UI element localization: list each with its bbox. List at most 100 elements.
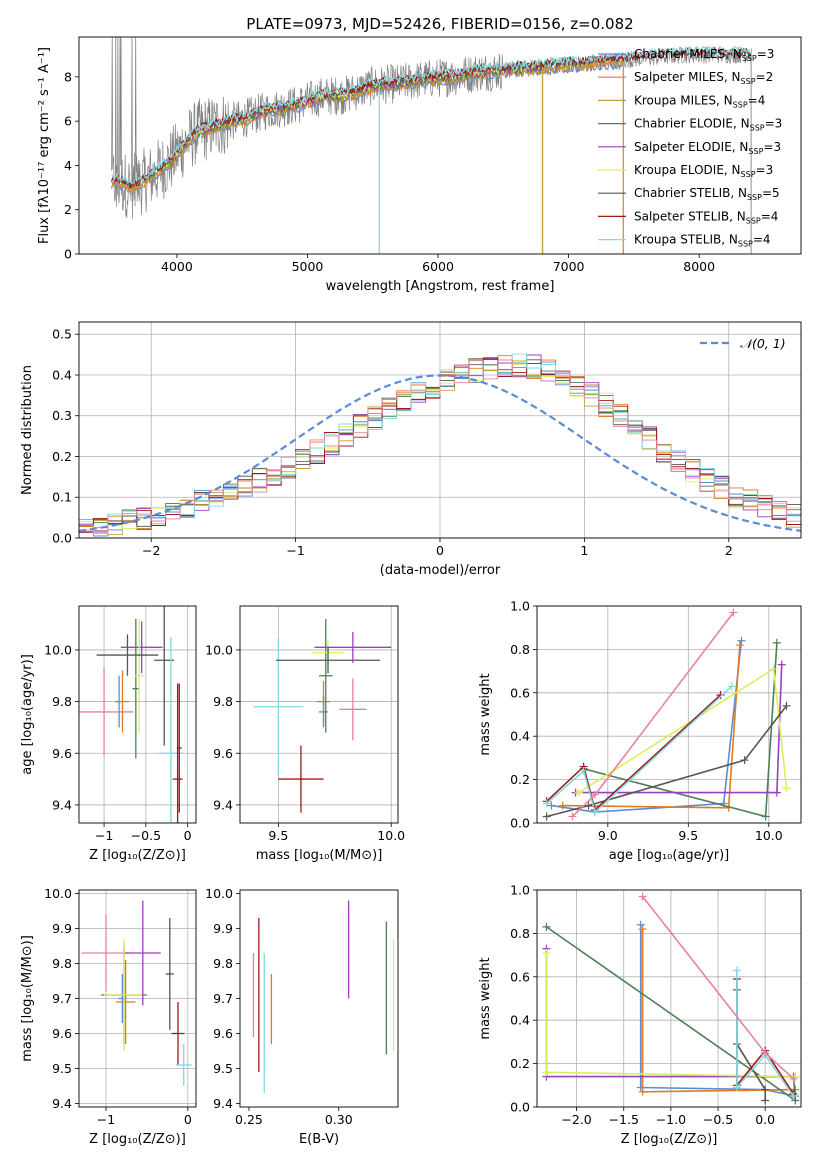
series-line [736,989,767,1101]
series-line [562,645,741,809]
z-weight-ytick-label: 0.6 [510,969,530,984]
legend-entry: Salpeter MILES, NSSP=2 [634,70,773,86]
age-weight-xtick-label: 10.0 [755,828,783,843]
z-age-ytick-label: 10.0 [44,642,72,657]
residuals-grid [79,322,801,539]
series-line [639,924,796,1097]
z-mass-plot-area [81,900,192,1086]
series-marker [590,790,599,799]
series-marker [638,925,647,934]
age-weight-series [542,701,791,821]
z-mass-ytick-label: 9.9 [52,921,72,936]
z-weight-xtick-label: −1.5 [609,1112,639,1127]
z-mass-xlabel: Z [log₁₀(Z/Z⊙)] [89,1132,186,1147]
spectrum-xtick-label: 6000 [422,259,454,274]
spectrum-plot-area [111,37,752,254]
z-mass-xtick-label: 0 [184,1112,192,1127]
series-marker [729,608,738,617]
z-age-axes: −1 −0.5 0 9.4 9.6 9.8 10.0 Z [log₁₀(Z/Z⊙)] age [… [20,605,197,863]
series-line [546,694,722,812]
z-mass-ytick-label: 9.8 [52,956,72,971]
mass-age-xlabel: mass [log₁₀(M/M⊙)] [256,848,383,863]
age-weight-ytick-label: 0.0 [510,816,530,831]
mass-age-ytick-label: 10.0 [205,642,233,657]
residuals-ytick-label: 0.2 [52,449,72,464]
series-marker [789,1074,798,1083]
z-mass-ylabel: mass [log₁₀(M/M⊙)] [20,935,35,1062]
z-mass-grid [79,890,196,1107]
residuals-xlabel: (data-model)/error [380,563,501,578]
z-age-ytick-label: 9.6 [52,746,72,761]
z-age-errorbar [79,668,134,756]
series-marker [761,1096,770,1105]
z-age-errorbar [172,683,183,823]
series-marker [740,756,749,765]
series-marker [761,1048,770,1057]
mass-age-xtick-label: 10.0 [377,828,405,843]
age-weight-frame [536,605,802,824]
spectrum-xlabel: wavelength [Angstrom, rest frame] [326,279,555,294]
series-marker [791,1072,800,1081]
series-marker [558,801,567,810]
series-marker [636,920,645,929]
residuals-xtick-label: 1 [580,543,588,558]
z-age-errorbar [176,683,182,813]
z-mass-errorbar [175,1044,192,1086]
series-marker [761,812,770,821]
series-marker [777,660,786,669]
ebv-mass-ytick-label: 9.7 [213,991,233,1006]
z-mass-axes: −1 0 9.4 9.5 9.6 9.7 9.8 9.9 10.0 Z [log₁₀(Z/Z⊙)]… [20,886,197,1147]
age-weight-ytick-label: 1.0 [510,599,530,614]
z-age-errorbar [132,618,140,759]
z-weight-axes: −2.0 −1.5 −1.0 −0.5 0.0 0.0 0.2 0.4 0.6 0.8 1.0 Z [… [478,883,802,1147]
spectrum-ytick-label: 0 [64,247,72,262]
residuals-axes: −2 −1 0 1 2 0.0 0.1 0.2 0.3 0.4 0.5 (data-model)/er… [20,321,802,578]
residuals-xtick-label: 0 [436,543,444,558]
normal-curve [79,374,801,532]
z-age-xtick-label: 0 [184,828,192,843]
series-marker [574,788,583,797]
series-marker [732,1083,741,1092]
series-marker [568,812,577,821]
series-marker [737,636,746,645]
age-weight-ytick-label: 0.2 [510,772,530,787]
residuals-xtick-label: −1 [286,543,304,558]
residuals-xtick-label: −2 [142,543,160,558]
series-marker [547,801,556,810]
ebv-mass-ytick-label: 9.8 [213,956,233,971]
age-weight-ytick-label: 0.4 [510,729,530,744]
age-weight-ytick-label: 0.8 [510,642,530,657]
mass-age-errorbar [253,637,304,777]
z-weight-series [638,925,800,1096]
spectrum-ytick-label: 6 [64,114,72,129]
ebv-mass-ytick-label: 10.0 [205,886,233,901]
ebv-mass-ytick-label: 9.4 [213,1096,233,1111]
age-weight-panel: 9.0 9.5 10.0 0.0 0.2 0.4 0.6 0.8 1.0 age [log₁₀(a… [478,599,802,863]
legend-entry: 𝒩(0, 1) [740,336,786,351]
z-age-panel: −1 −0.5 0 9.4 9.6 9.8 10.0 Z [log₁₀(Z/Z⊙)] age [… [20,605,197,863]
series-marker [542,922,551,931]
z-age-ylabel: age [log₁₀(age/yr)] [20,654,35,775]
series-line [546,705,788,818]
ebv-mass-ytick-label: 9.9 [213,921,233,936]
ebv-mass-ytick-label: 9.5 [213,1061,233,1076]
legend-entry: Kroupa MILES, NSSP=4 [634,93,765,109]
z-mass-errorbar [81,914,131,992]
spectrum-xtick-label: 7000 [553,259,585,274]
ebv-mass-ytick-label: 9.6 [213,1026,233,1041]
series-line [583,642,778,818]
mass-age-panel: 9.5 10.0 9.4 9.6 9.8 10.0 mass [log₁₀(M/M⊙)] [205,605,405,863]
residuals-ylabel: Normed distribution [20,365,35,495]
spectrum-xtick-label: 4000 [161,259,193,274]
z-weight-xlabel: Z [log₁₀(Z/Z⊙)] [621,1132,718,1147]
age-weight-plot-area [542,608,791,821]
z-age-xtick-label: −1 [95,828,113,843]
age-weight-axes: 9.0 9.5 10.0 0.0 0.2 0.4 0.6 0.8 1.0 age [log₁₀(a… [478,599,802,863]
z-mass-errorbar [124,900,161,1006]
series-marker [727,682,736,691]
series-marker [636,1083,645,1092]
z-mass-errorbar [115,960,136,1044]
z-weight-ytick-label: 0.4 [510,1013,530,1028]
ebv-mass-plot-area [252,900,395,1093]
